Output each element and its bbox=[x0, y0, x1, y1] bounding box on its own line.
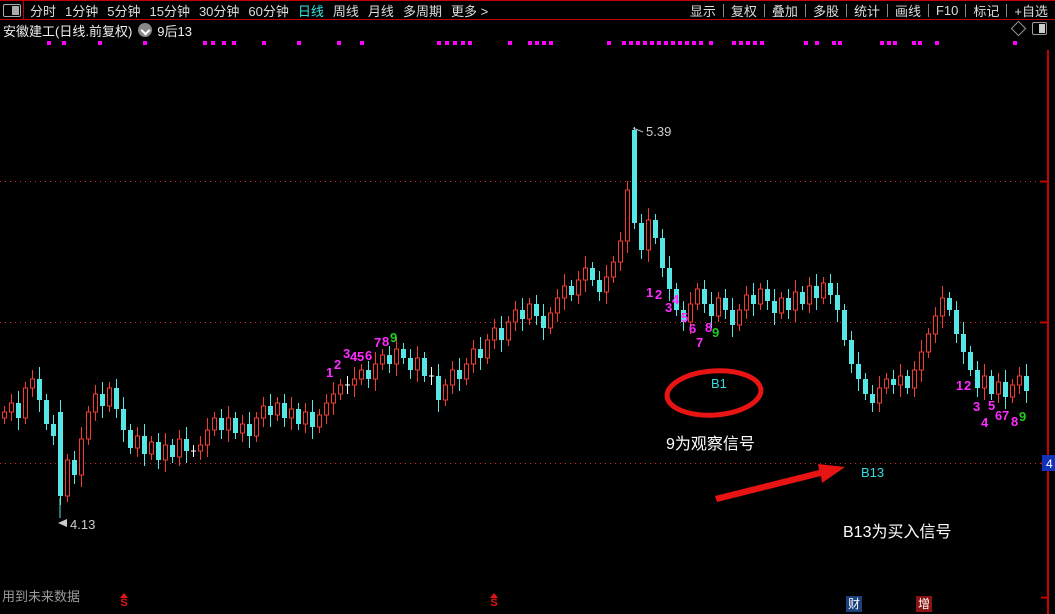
menu-item-日线[interactable]: 日线 bbox=[297, 3, 324, 19]
indicator-name-label: 9后13 bbox=[157, 23, 192, 39]
menu-item-60分钟[interactable]: 60分钟 bbox=[248, 3, 289, 19]
svg-text:1: 1 bbox=[646, 285, 653, 300]
signal-b13-label: B13 bbox=[861, 465, 884, 480]
tool-item-+自选[interactable]: +自选 bbox=[1014, 3, 1048, 19]
menu-divider bbox=[927, 3, 929, 17]
svg-text:7: 7 bbox=[1002, 408, 1009, 423]
menu-item-分时[interactable]: 分时 bbox=[30, 3, 57, 19]
svg-text:7: 7 bbox=[696, 335, 703, 350]
menu-divider bbox=[23, 0, 24, 20]
sell-mark-letter: S bbox=[490, 597, 498, 609]
svg-text:9: 9 bbox=[390, 330, 397, 345]
menu-divider bbox=[886, 3, 888, 17]
highlight-ellipse-annotation bbox=[664, 368, 764, 418]
menu-item-30分钟[interactable]: 30分钟 bbox=[198, 3, 240, 19]
tool-menu: 显示 复权 叠加 多股 统计 画线 F10 标记 +自选 bbox=[683, 1, 1055, 20]
svg-text:5: 5 bbox=[357, 349, 364, 364]
svg-text:2: 2 bbox=[334, 357, 341, 372]
menu-item-周线[interactable]: 周线 bbox=[332, 3, 359, 19]
svg-text:8: 8 bbox=[705, 320, 712, 335]
low-arrow-icon bbox=[58, 519, 67, 527]
sell-mark-letter: S bbox=[120, 597, 128, 609]
future-data-warning: 用到未来数据 bbox=[2, 589, 81, 604]
panel-toggle-icon[interactable] bbox=[1032, 22, 1047, 35]
tool-item-多股[interactable]: 多股 bbox=[812, 3, 839, 19]
triangle-up-icon bbox=[120, 593, 128, 598]
menu-item-更多 >[interactable]: 更多 > bbox=[450, 3, 489, 19]
svg-text:3: 3 bbox=[665, 300, 672, 315]
buy-signal-caption: B13为买入信号 bbox=[843, 523, 951, 541]
menu-divider bbox=[845, 3, 847, 17]
tool-item-画线[interactable]: 画线 bbox=[894, 3, 921, 19]
svg-text:1: 1 bbox=[956, 378, 963, 393]
observe-signal-caption: 9为观察信号 bbox=[666, 435, 755, 453]
tool-item-F10[interactable]: F10 bbox=[935, 2, 959, 18]
svg-text:4: 4 bbox=[672, 292, 680, 307]
svg-text:8: 8 bbox=[382, 334, 389, 349]
menu-item-月线[interactable]: 月线 bbox=[367, 3, 394, 19]
chart-corner-icons bbox=[1010, 20, 1047, 37]
menu-divider bbox=[965, 3, 967, 17]
svg-text:6: 6 bbox=[365, 348, 372, 363]
price-axis-label-bg bbox=[1042, 455, 1055, 471]
tool-item-统计[interactable]: 统计 bbox=[853, 3, 880, 19]
axis-ticks bbox=[1041, 180, 1048, 599]
menu-item-1分钟[interactable]: 1分钟 bbox=[65, 3, 99, 19]
period-menu: 分时 1分钟 5分钟 15分钟 30分钟 60分钟 日线 周线 月线 多周期 更多 > bbox=[30, 1, 488, 20]
highlight-arrow-annotation bbox=[715, 464, 845, 502]
signal-b1-label: B1 bbox=[711, 376, 727, 391]
menu-divider bbox=[1006, 3, 1008, 17]
signal-dots-row bbox=[47, 41, 1017, 45]
tool-item-标记[interactable]: 标记 bbox=[973, 3, 1000, 19]
svg-text:7: 7 bbox=[374, 335, 381, 350]
svg-text:3: 3 bbox=[973, 399, 980, 414]
svg-text:4: 4 bbox=[350, 349, 358, 364]
menu-divider bbox=[804, 3, 806, 17]
sell-signal-mark: S bbox=[118, 593, 130, 609]
svg-text:9: 9 bbox=[712, 325, 719, 340]
chevron-down-icon[interactable] bbox=[138, 23, 153, 37]
tool-item-显示[interactable]: 显示 bbox=[689, 3, 716, 19]
increase-badge[interactable]: 增 bbox=[916, 596, 932, 612]
finance-badge[interactable]: 财 bbox=[846, 596, 862, 612]
layout-toggle-icon[interactable] bbox=[3, 3, 21, 17]
svg-text:2: 2 bbox=[964, 378, 971, 393]
menu-divider bbox=[763, 3, 765, 17]
high-price-leader-line bbox=[632, 127, 644, 133]
tool-item-复权[interactable]: 复权 bbox=[730, 3, 757, 19]
diamond-marker-icon[interactable] bbox=[1010, 20, 1027, 37]
sell-signal-mark: S bbox=[488, 593, 500, 609]
triangle-up-icon bbox=[490, 593, 498, 598]
svg-text:1: 1 bbox=[326, 365, 333, 380]
grid-lines bbox=[0, 181, 1042, 464]
svg-text:5: 5 bbox=[988, 398, 995, 413]
svg-text:2: 2 bbox=[655, 287, 662, 302]
tool-item-叠加[interactable]: 叠加 bbox=[771, 3, 798, 19]
menu-item-15分钟[interactable]: 15分钟 bbox=[149, 3, 190, 19]
svg-text:8: 8 bbox=[1011, 414, 1018, 429]
svg-text:4: 4 bbox=[981, 415, 989, 430]
menu-item-5分钟[interactable]: 5分钟 bbox=[107, 3, 141, 19]
svg-text:5: 5 bbox=[681, 310, 688, 325]
menu-item-多周期[interactable]: 多周期 bbox=[402, 3, 442, 19]
svg-text:6: 6 bbox=[689, 321, 696, 336]
menu-divider bbox=[722, 3, 724, 17]
stock-title: 安徽建工(日线.前复权) bbox=[3, 23, 133, 39]
svg-text:3: 3 bbox=[343, 346, 350, 361]
chart-title-bar: 安徽建工(日线.前复权) 9后13 bbox=[0, 21, 1055, 39]
price-axis-label: 4 bbox=[1046, 457, 1053, 471]
high-price-label: 5.39 bbox=[646, 124, 671, 139]
period-menu-bar: 分时 1分钟 5分钟 15分钟 30分钟 60分钟 日线 周线 月线 多周期 更多 > 显示 复权 叠加… bbox=[0, 0, 1055, 20]
svg-text:9: 9 bbox=[1019, 409, 1026, 424]
low-price-label: 4.13 bbox=[70, 517, 95, 532]
svg-text:6: 6 bbox=[995, 408, 1002, 423]
candles bbox=[2, 127, 1029, 505]
